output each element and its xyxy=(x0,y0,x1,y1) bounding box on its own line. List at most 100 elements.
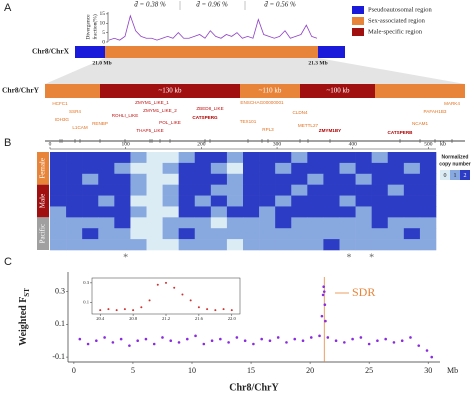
heat-cell xyxy=(210,173,228,185)
heat-cell xyxy=(162,162,179,175)
heat-cell xyxy=(66,152,83,164)
point xyxy=(111,341,115,344)
heat-cell xyxy=(50,184,67,196)
heat-cell xyxy=(323,217,340,229)
heat-cell xyxy=(146,184,163,196)
heat-cell xyxy=(259,162,276,175)
heat-cell xyxy=(82,162,99,175)
gene-label: SSR4 xyxy=(69,109,81,114)
heat-cell xyxy=(323,173,340,185)
heat-cell xyxy=(355,173,372,185)
heat-cell xyxy=(323,152,340,164)
colorbar-title: copy number xyxy=(439,161,470,167)
heat-cell xyxy=(146,217,163,229)
colorbar-cell xyxy=(450,170,460,180)
gene-label: MARK4 xyxy=(444,101,460,106)
heat-cell xyxy=(323,162,340,175)
heat-cell xyxy=(291,217,308,229)
heat-cell xyxy=(194,217,212,229)
x-tick-label: 20.8 xyxy=(129,316,138,321)
divergence-line xyxy=(108,14,318,41)
heat-cell xyxy=(355,195,372,207)
heat-cell xyxy=(371,152,389,164)
heat-cell xyxy=(82,206,99,218)
x-tick-label: 21.6 xyxy=(195,316,204,321)
heat-cell xyxy=(403,239,421,251)
y-tick-label: -0.1 xyxy=(52,352,65,361)
heat-cell xyxy=(243,173,260,185)
heat-cell xyxy=(98,162,115,175)
heat-cell xyxy=(275,152,292,164)
heat-cell xyxy=(387,173,405,185)
heat-cell xyxy=(82,217,99,229)
heat-cell xyxy=(371,217,389,229)
heat-cell xyxy=(82,152,99,164)
heat-cell xyxy=(82,173,99,185)
heat-cell xyxy=(114,173,131,185)
heat-cell xyxy=(226,152,244,164)
gene-label: ZMYM1_LIKE_2 xyxy=(143,108,177,113)
heat-cell xyxy=(307,206,324,218)
heat-cell xyxy=(98,195,115,207)
point xyxy=(334,339,338,343)
heat-cell xyxy=(371,162,389,175)
heat-cell xyxy=(130,173,147,185)
heat-cell xyxy=(210,152,228,164)
colorbar-title: Normalized xyxy=(442,154,469,160)
heat-cell xyxy=(210,217,228,229)
gene-label: HCFC1 xyxy=(52,101,68,106)
point xyxy=(376,339,379,343)
group-bar xyxy=(37,217,49,250)
heat-cell xyxy=(50,173,67,185)
heat-cell xyxy=(210,206,228,218)
heat-cell xyxy=(243,228,260,240)
heat-cell xyxy=(194,228,212,240)
point xyxy=(309,336,313,339)
point xyxy=(343,341,346,344)
heat-cell xyxy=(323,239,340,251)
heat-cell xyxy=(259,195,276,207)
point xyxy=(194,334,197,338)
y-axis-label: Divergence xyxy=(85,14,91,40)
x-tick-label: 25 xyxy=(365,366,373,375)
point xyxy=(324,319,327,323)
heat-cell xyxy=(226,195,244,207)
point xyxy=(425,349,429,352)
point xyxy=(156,283,159,286)
y-axis-label: Weighted FST xyxy=(18,288,30,346)
heat-cell xyxy=(178,152,196,164)
heat-cell xyxy=(291,173,308,185)
heat-cell xyxy=(50,228,67,240)
heat-cell xyxy=(50,195,67,207)
x-tick-label: 15 xyxy=(247,366,255,375)
gene-label: PAFAH1B3 xyxy=(424,109,447,114)
heat-cell xyxy=(50,217,67,229)
heat-cell xyxy=(50,206,67,218)
heat-cell xyxy=(355,152,372,164)
heat-cell xyxy=(114,206,131,218)
point xyxy=(177,341,181,344)
heat-cell xyxy=(146,152,163,164)
heat-cell xyxy=(355,217,372,229)
asterisk: * xyxy=(123,252,128,263)
heat-cell xyxy=(387,239,405,251)
annotation: d̄ = 0.96 % xyxy=(196,1,228,9)
y-tick-label: 0.1 xyxy=(83,299,89,304)
heat-cell xyxy=(162,173,179,185)
heat-cell xyxy=(387,162,405,175)
segment-label: ~130 kb xyxy=(158,87,182,95)
heat-cell xyxy=(178,173,196,185)
heat-cell xyxy=(403,206,421,218)
gene-label: IDH3G xyxy=(55,117,69,122)
colorbar-label: 0 xyxy=(444,173,447,179)
heat-cell xyxy=(339,217,356,229)
x-tick-label: 20.4 xyxy=(96,316,105,321)
heat-cell xyxy=(178,217,196,229)
point xyxy=(321,293,325,297)
point xyxy=(161,336,164,339)
heat-cell xyxy=(387,228,405,240)
heat-cell xyxy=(210,195,228,207)
heat-cell xyxy=(323,184,340,196)
heat-cell xyxy=(307,152,324,164)
x-tick-label: 400 xyxy=(349,141,358,147)
